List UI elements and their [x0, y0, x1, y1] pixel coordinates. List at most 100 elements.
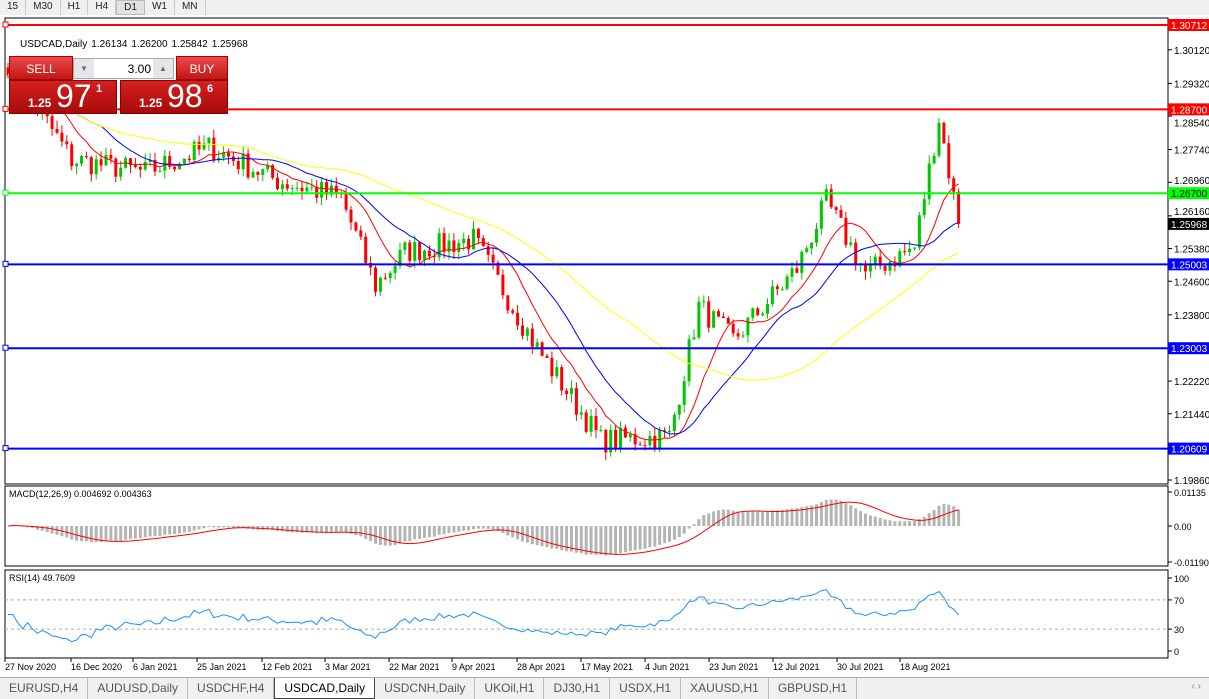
timeframe-MN[interactable]: MN — [175, 0, 206, 15]
macd-bar — [202, 526, 206, 529]
timeframe-H4[interactable]: H4 — [88, 0, 117, 15]
lot-input[interactable] — [94, 59, 154, 78]
macd-bar — [653, 526, 657, 547]
sell-button[interactable]: SELL — [9, 56, 73, 80]
chart-canvas[interactable]: 1.30120 1.29320 1.28540 1.27740 1.26960 1.261… — [0, 15, 1209, 677]
macd-bar — [75, 526, 79, 541]
lot-increase-icon[interactable]: ▲ — [153, 59, 173, 78]
level-price-label: 1.26700 — [1171, 189, 1208, 200]
macd-bar — [80, 526, 83, 542]
candle-body — [628, 434, 632, 438]
date-tick-label: 18 Aug 2021 — [900, 662, 951, 672]
tab-audusd-daily[interactable]: AUDUSD,Daily — [88, 678, 189, 699]
candle-body — [329, 185, 333, 195]
level-price-tag — [1168, 258, 1209, 271]
price-chart[interactable]: 1.30120 1.29320 1.28540 1.27740 1.26960 1.261… — [0, 15, 1209, 677]
candle-body — [594, 416, 598, 431]
macd-bar — [84, 526, 88, 542]
price-tick-label: 1.30120 — [1174, 46, 1209, 57]
rsi-tick-label: 70 — [1174, 596, 1184, 606]
candle-body — [398, 250, 402, 266]
timeframe-W1[interactable]: W1 — [145, 0, 175, 15]
tab-ukoil-h1[interactable]: UKOil,H1 — [475, 678, 545, 699]
candle-body — [467, 238, 471, 250]
candle-body — [55, 128, 59, 133]
macd-bar — [266, 526, 270, 530]
macd-bar — [383, 526, 387, 546]
candle-body — [158, 170, 162, 172]
tab-usdchf-h4[interactable]: USDCHF,H4 — [188, 678, 275, 699]
macd-bar — [535, 526, 539, 546]
macd-bar — [726, 509, 730, 526]
candle-body — [633, 434, 637, 445]
sell-price-button[interactable]: 1.25 97 1 — [9, 78, 117, 114]
candle-body — [256, 172, 260, 175]
macd-bar — [584, 526, 588, 555]
macd-bar — [560, 526, 564, 551]
candle-body — [182, 158, 186, 164]
macd-bar — [408, 526, 412, 542]
macd-bar — [276, 526, 279, 532]
candle-body — [359, 230, 363, 237]
high-value: 1.26200 — [131, 39, 168, 50]
tab-dj30-h1[interactable]: DJ30,H1 — [544, 678, 611, 699]
tab-xauusd-h1[interactable]: XAUUSD,H1 — [681, 678, 769, 699]
macd-bar — [565, 526, 569, 552]
candle-body — [462, 238, 466, 244]
ma-slow-line — [7, 67, 959, 381]
current-price-tag — [1168, 217, 1209, 230]
macd-bar — [153, 526, 157, 537]
candle-body — [746, 317, 750, 336]
candle-body — [913, 247, 916, 249]
timeframe-D1[interactable]: D1 — [116, 0, 145, 15]
timeframe-H1[interactable]: H1 — [61, 0, 89, 15]
tab-gbpusd-h1[interactable]: GBPUSD,H1 — [769, 678, 858, 699]
buy-button[interactable]: BUY — [176, 56, 228, 80]
candle-body — [496, 262, 500, 275]
candle-body — [432, 256, 436, 258]
timeframe-M30[interactable]: M30 — [26, 0, 61, 15]
candle-body — [937, 122, 941, 156]
macd-bar — [359, 526, 363, 537]
macd-bar — [393, 526, 397, 546]
macd-bar — [437, 526, 441, 535]
macd-bar — [530, 526, 534, 545]
macd-bar — [697, 519, 701, 526]
candle-body — [707, 301, 711, 328]
macd-bar — [349, 526, 353, 534]
candle-body — [305, 187, 309, 192]
macd-bar — [913, 521, 916, 526]
macd-bar — [717, 510, 720, 526]
macd-bar — [305, 526, 309, 533]
rsi-tick-label: 30 — [1174, 625, 1184, 635]
tab-usdcad-daily[interactable]: USDCAD,Daily — [274, 678, 376, 699]
tab-eurusd-h4[interactable]: EURUSD,H4 — [0, 678, 89, 699]
macd-bar — [442, 526, 446, 535]
candle-body — [251, 172, 255, 178]
date-tick-label: 27 Nov 2020 — [5, 662, 56, 672]
price-tick-label: 1.19860 — [1174, 476, 1209, 487]
lot-decrease-icon[interactable]: ▼ — [74, 59, 94, 78]
macd-bar — [540, 526, 544, 547]
lot-stepper[interactable]: ▼ ▲ — [73, 58, 174, 79]
macd-bar — [496, 526, 500, 531]
candle-body — [148, 160, 152, 162]
candle-body — [423, 250, 426, 260]
tab-usdx-h1[interactable]: USDX,H1 — [610, 678, 682, 699]
tab-scroll-arrows-icon[interactable]: ‹ › — [1191, 681, 1201, 692]
macd-bar — [70, 526, 74, 540]
macd-bar — [550, 526, 554, 549]
macd-bar — [168, 526, 172, 535]
candle-body — [638, 444, 642, 446]
buy-price-button[interactable]: 1.25 98 6 — [120, 78, 228, 114]
candle-body — [604, 429, 608, 453]
tab-usdcnh-daily[interactable]: USDCNH,Daily — [375, 678, 476, 699]
macd-bar — [65, 526, 69, 538]
level-anchor-handle — [2, 445, 9, 452]
candle-body — [427, 250, 431, 257]
candle-body — [227, 152, 230, 157]
timeframe-15[interactable]: 15 — [0, 0, 27, 15]
macd-bar — [129, 526, 132, 540]
candle-body — [276, 177, 279, 190]
price-tick-label: 1.27740 — [1174, 146, 1209, 157]
